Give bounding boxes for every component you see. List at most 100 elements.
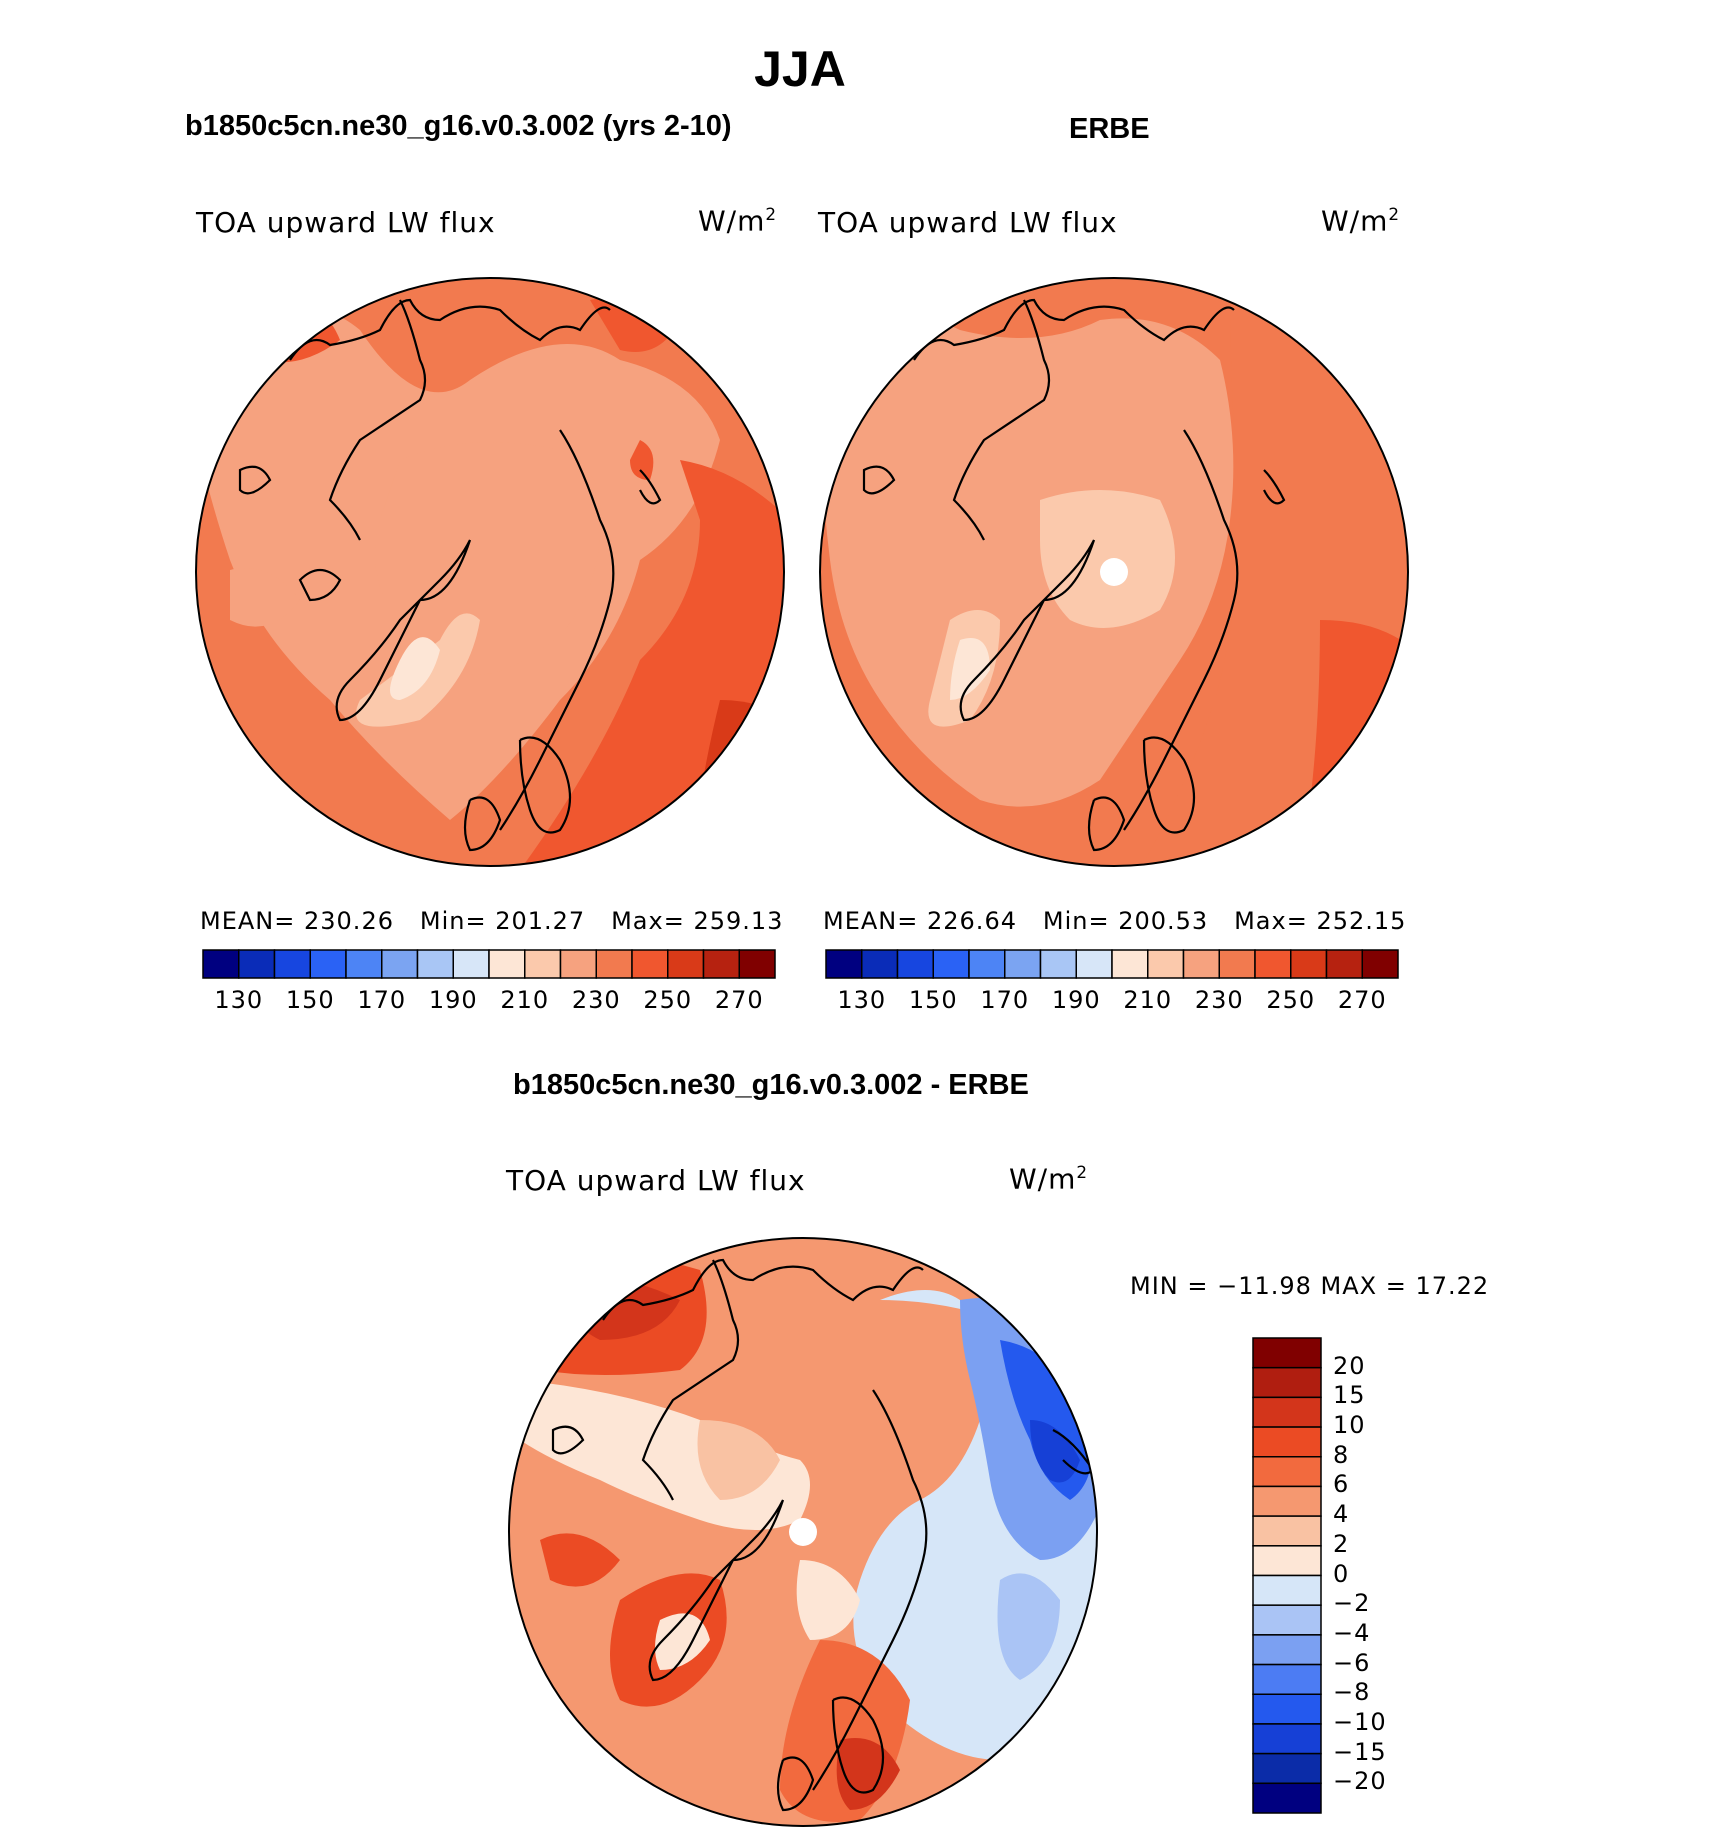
colorbar-swatch (1218, 949, 1256, 979)
colorbar-swatch (1039, 949, 1077, 979)
colorbar-swatch (896, 949, 934, 979)
colorbar-swatch (968, 949, 1006, 979)
colorbar-tick-label: 150 (285, 986, 335, 1014)
colorbar-swatch (1182, 949, 1220, 979)
colorbar-tick-label: 10 (1333, 1411, 1366, 1440)
colorbar-swatch (1252, 1663, 1322, 1695)
colorbar-swatch (1252, 1366, 1322, 1399)
colorbar-tick-label: 4 (1333, 1500, 1350, 1529)
left-variable-label: TOA upward LW flux (196, 206, 496, 239)
colorbar-tick-label: 130 (837, 986, 887, 1014)
colorbar-swatch (1252, 1337, 1322, 1369)
colorbar-swatch (1111, 949, 1149, 979)
right-colorbar (825, 949, 1399, 979)
colorbar-swatch (1252, 1693, 1322, 1725)
colorbar-swatch (667, 949, 705, 979)
bottom-variable-label: TOA upward LW flux (506, 1164, 806, 1197)
diff-stats: MIN = −11.98 MAX = 17.22 (1130, 1272, 1490, 1300)
colorbar-tick-label: 210 (500, 986, 550, 1014)
colorbar-swatch (1252, 1515, 1322, 1547)
colorbar-swatch (452, 949, 490, 979)
colorbar-swatch (1290, 949, 1328, 979)
colorbar-tick-label: 230 (1194, 986, 1244, 1014)
colorbar-swatch (345, 949, 383, 979)
left-units-label: W/m2 (698, 204, 778, 238)
figure-title: JJA (754, 41, 846, 97)
colorbar-swatch (1252, 1782, 1322, 1814)
right-map-border (819, 277, 1409, 867)
panel-left-title: b1850c5cn.ne30_g16.v0.3.002 (yrs 2-10) (185, 110, 732, 142)
colorbar-tick-label: 150 (908, 986, 958, 1014)
colorbar-swatch (1252, 1426, 1322, 1458)
colorbar-swatch (1254, 949, 1292, 979)
colorbar-swatch (1361, 949, 1399, 979)
colorbar-tick-label: 270 (714, 986, 764, 1014)
colorbar-tick-label: −4 (1333, 1618, 1371, 1647)
colorbar-tick-label: −15 (1333, 1737, 1387, 1766)
colorbar-swatch (1252, 1396, 1322, 1428)
colorbar-tick-label: 6 (1333, 1470, 1350, 1499)
right-map (820, 278, 1408, 866)
colorbar-tick-label: 170 (357, 986, 407, 1014)
colorbar-swatch (309, 949, 347, 979)
colorbar-swatch (1075, 949, 1113, 979)
colorbar-swatch (238, 949, 276, 979)
colorbar-tick-label: −6 (1333, 1648, 1371, 1677)
bottom-units-label: W/m2 (1009, 1162, 1089, 1196)
colorbar-swatch (1252, 1604, 1322, 1636)
colorbar-swatch (1252, 1752, 1322, 1785)
colorbar-swatch (1252, 1485, 1322, 1517)
left-colorbar (202, 949, 776, 979)
colorbar-swatch (273, 949, 311, 979)
colorbar-swatch (1004, 949, 1042, 979)
colorbar-tick-label: −2 (1333, 1589, 1371, 1618)
left-map (196, 278, 784, 866)
colorbar-tick-label: 250 (643, 986, 693, 1014)
right-stats: MEAN= 226.64 Min= 200.53 Max= 252.15 (823, 907, 1407, 935)
colorbar-swatch (381, 949, 419, 979)
colorbar-swatch (416, 949, 454, 979)
diff-map-border (508, 1237, 1098, 1827)
colorbar-tick-label: 15 (1333, 1381, 1366, 1410)
right-units-label: W/m2 (1321, 204, 1401, 238)
left-stats: MEAN= 230.26 Min= 201.27 Max= 259.13 (200, 907, 784, 935)
diff-map (509, 1238, 1097, 1826)
colorbar-swatch (1252, 1574, 1322, 1606)
colorbar-swatch (524, 949, 562, 979)
colorbar-swatch (932, 949, 970, 979)
colorbar-swatch (1252, 1456, 1322, 1488)
colorbar-tick-label: 20 (1333, 1351, 1366, 1380)
colorbar-swatch (825, 949, 863, 979)
colorbar-tick-label: −8 (1333, 1678, 1371, 1707)
colorbar-tick-label: 270 (1337, 986, 1387, 1014)
left-map-border (195, 277, 785, 867)
colorbar-swatch (202, 949, 240, 979)
colorbar-tick-label: 130 (214, 986, 264, 1014)
colorbar-tick-label: −20 (1333, 1767, 1387, 1796)
colorbar-tick-label: 0 (1333, 1559, 1350, 1588)
colorbar-swatch (1147, 949, 1185, 979)
colorbar-tick-label: −10 (1333, 1707, 1387, 1736)
colorbar-swatch (1252, 1545, 1322, 1577)
colorbar-swatch (1252, 1634, 1322, 1666)
colorbar-tick-label: 230 (571, 986, 621, 1014)
colorbar-swatch (861, 949, 899, 979)
colorbar-tick-label: 190 (428, 986, 478, 1014)
colorbar-tick-label: 8 (1333, 1440, 1350, 1469)
colorbar-tick-label: 190 (1051, 986, 1101, 1014)
panel-bottom-title: b1850c5cn.ne30_g16.v0.3.002 - ERBE (513, 1069, 1029, 1101)
diff-colorbar (1252, 1337, 1322, 1814)
colorbar-tick-label: 170 (980, 986, 1030, 1014)
panel-right-title: ERBE (1069, 113, 1150, 145)
colorbar-swatch (559, 949, 597, 979)
colorbar-swatch (1325, 949, 1363, 979)
colorbar-swatch (488, 949, 526, 979)
colorbar-swatch (631, 949, 669, 979)
right-variable-label: TOA upward LW flux (818, 206, 1118, 239)
colorbar-tick-label: 250 (1266, 986, 1316, 1014)
colorbar-tick-label: 210 (1123, 986, 1173, 1014)
colorbar-swatch (738, 949, 776, 979)
colorbar-tick-label: 2 (1333, 1529, 1350, 1558)
colorbar-swatch (702, 949, 740, 979)
